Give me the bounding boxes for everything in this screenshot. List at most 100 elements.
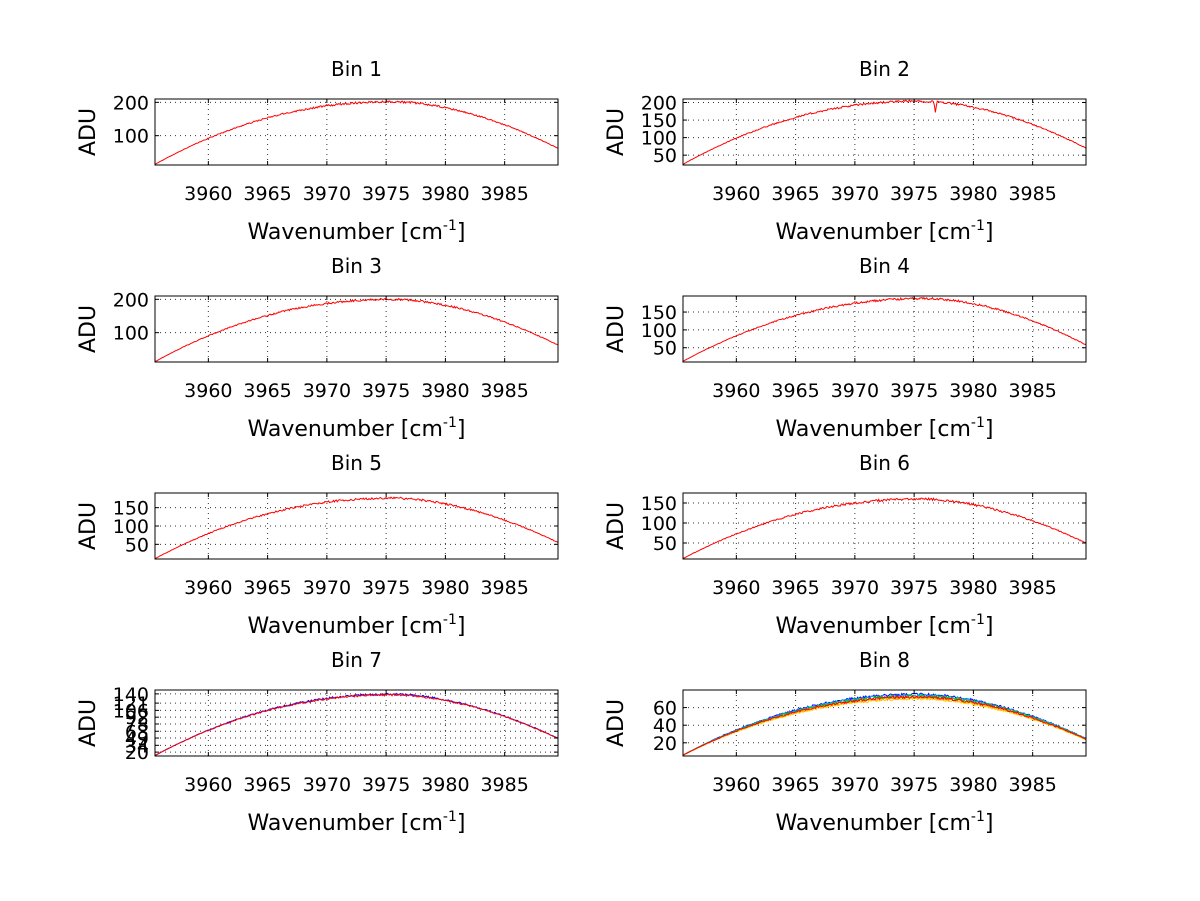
y-tick-label: 200 xyxy=(113,289,149,311)
y-tick-label: 150 xyxy=(641,110,677,132)
x-axis-label: Wavenumber [cm-1] xyxy=(248,612,466,639)
y-tick-label: 100 xyxy=(641,320,677,342)
y-axis-label: ADU xyxy=(604,305,629,353)
x-tick-label: 3985 xyxy=(480,380,528,402)
x-axis-label: Wavenumber [cm-1] xyxy=(248,218,466,245)
axes-box xyxy=(154,98,559,166)
x-tick-label: 3965 xyxy=(243,380,291,402)
y-axis-label: ADU xyxy=(604,108,629,156)
y-axis-label: ADU xyxy=(604,699,629,747)
y-tick-label: 150 xyxy=(113,498,149,520)
x-tick-label: 3975 xyxy=(362,380,410,402)
y-tick-label: 100 xyxy=(113,516,149,538)
x-tick-label: 3980 xyxy=(421,774,469,796)
subplot-bin-3: Bin 3 3960 3965 3970 3975 3980 3985 100 200 Waven… xyxy=(76,254,559,442)
y-tick-label: 50 xyxy=(653,338,677,360)
y-tick-label: 106 xyxy=(113,700,149,722)
x-tick-label: 3960 xyxy=(184,774,232,796)
y-tick-label: 50 xyxy=(653,145,677,167)
x-tick-label: 3970 xyxy=(303,380,351,402)
x-tick-label: 3975 xyxy=(362,577,410,599)
series-line-series-1 xyxy=(154,297,559,363)
y-tick-label: 150 xyxy=(641,493,677,515)
y-tick-label: 100 xyxy=(113,126,149,148)
y-tick-label: 100 xyxy=(641,128,677,150)
x-tick-label: 3965 xyxy=(771,183,819,205)
axes-box xyxy=(682,689,1087,757)
y-axis-label: ADU xyxy=(76,699,101,747)
series-line-series-1 xyxy=(154,100,559,165)
x-tick-label: 3965 xyxy=(771,380,819,402)
y-tick-label: 50 xyxy=(125,534,149,556)
x-tick-label: 3985 xyxy=(1008,380,1056,402)
series-line-series-1 xyxy=(682,296,1087,362)
x-axis-label: Wavenumber [cm-1] xyxy=(776,218,994,245)
x-axis-label: Wavenumber [cm-1] xyxy=(776,415,994,442)
subplot-title: Bin 3 xyxy=(331,254,382,278)
y-tick-label: 200 xyxy=(641,93,677,115)
axes-box xyxy=(682,295,1087,363)
y-tick-label: 78 xyxy=(125,714,149,736)
x-tick-label: 3960 xyxy=(184,380,232,402)
y-tick-label: 150 xyxy=(641,302,677,324)
series-line-series-1 xyxy=(154,496,559,560)
x-tick-label: 3970 xyxy=(831,774,879,796)
subplot-title: Bin 6 xyxy=(859,451,910,475)
x-tick-label: 3970 xyxy=(831,380,879,402)
subplot-bin-1: Bin 1 3960 3965 3970 3975 3980 3985 100 200 Waven… xyxy=(76,57,559,245)
x-tick-label: 3980 xyxy=(421,577,469,599)
y-tick-label: 63 xyxy=(125,721,149,743)
x-tick-label: 3975 xyxy=(890,774,938,796)
x-tick-label: 3965 xyxy=(243,577,291,599)
x-tick-label: 3980 xyxy=(421,380,469,402)
y-tick-label: 20 xyxy=(653,733,677,755)
axes-box xyxy=(154,689,559,757)
series-line-series-6 xyxy=(682,694,1087,756)
x-tick-label: 3960 xyxy=(184,577,232,599)
x-tick-label: 3985 xyxy=(480,183,528,205)
y-tick-label: 40 xyxy=(653,715,677,737)
x-tick-label: 3985 xyxy=(1008,774,1056,796)
x-tick-label: 3975 xyxy=(362,183,410,205)
series-line-series-1 xyxy=(682,496,1087,559)
x-tick-label: 3975 xyxy=(890,183,938,205)
x-tick-label: 3980 xyxy=(949,183,997,205)
y-tick-label: 92 xyxy=(125,707,149,729)
x-tick-label: 3965 xyxy=(771,577,819,599)
y-axis-label: ADU xyxy=(604,502,629,550)
x-tick-label: 3970 xyxy=(831,577,879,599)
subplot-bin-2: Bin 2 3960 3965 3970 3975 3980 3985 50100150200… xyxy=(604,57,1087,245)
x-axis-label: Wavenumber [cm-1] xyxy=(248,415,466,442)
x-tick-label: 3980 xyxy=(421,183,469,205)
subplot-title: Bin 7 xyxy=(331,648,382,672)
x-tick-label: 3965 xyxy=(243,183,291,205)
axes-box xyxy=(682,492,1087,560)
y-tick-label: 60 xyxy=(653,698,677,720)
series-line-series-2 xyxy=(154,693,559,756)
y-axis-label: ADU xyxy=(76,305,101,353)
axes-box xyxy=(682,98,1087,166)
x-tick-label: 3985 xyxy=(1008,183,1056,205)
x-axis-label: Wavenumber [cm-1] xyxy=(776,809,994,836)
y-tick-label: 200 xyxy=(113,92,149,114)
y-tick-label: 100 xyxy=(641,513,677,535)
axes-box xyxy=(154,295,559,363)
x-tick-label: 3985 xyxy=(480,774,528,796)
x-tick-label: 3975 xyxy=(890,577,938,599)
x-tick-label: 3960 xyxy=(712,774,760,796)
y-tick-label: 49 xyxy=(125,728,149,750)
x-tick-label: 3960 xyxy=(712,380,760,402)
y-tick-label: 140 xyxy=(113,684,149,706)
subplot-title: Bin 5 xyxy=(331,451,382,475)
x-tick-label: 3965 xyxy=(243,774,291,796)
x-tick-label: 3980 xyxy=(949,577,997,599)
x-tick-label: 3970 xyxy=(303,183,351,205)
x-tick-label: 3980 xyxy=(949,774,997,796)
subplot-title: Bin 8 xyxy=(859,648,910,672)
